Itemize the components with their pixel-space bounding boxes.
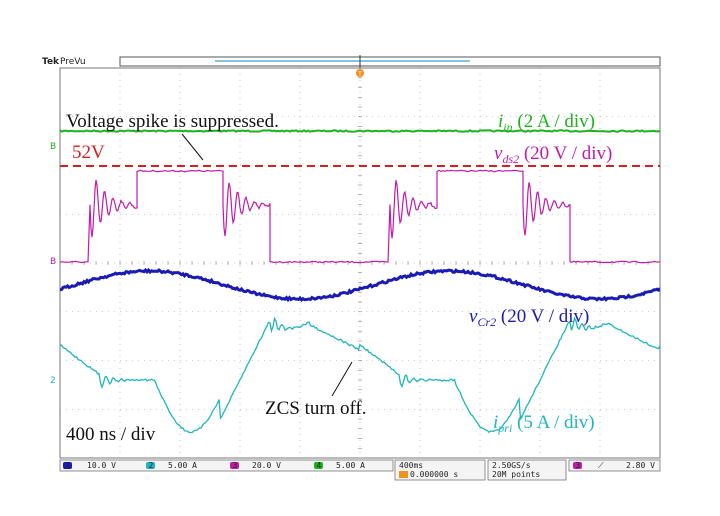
marker-ch-b1: B — [50, 142, 56, 152]
trace-v-cr2 — [60, 267, 660, 303]
record-length: 20M points — [492, 470, 540, 479]
timebase-box[interactable] — [394, 459, 486, 481]
annotation-spike-arrow — [181, 133, 204, 161]
ch4-readout[interactable]: 4 5.00 A — [314, 461, 365, 470]
ch3-readout[interactable]: 3 20.0 V — [230, 461, 281, 470]
series-label-ipri: ipri (5 A / div) — [493, 412, 595, 435]
acquisition-box[interactable] — [487, 459, 567, 481]
channel-readout-box — [59, 459, 394, 472]
series-labels: iin (2 A / div) vds2 (20 V / div) vCr2 (… — [469, 111, 612, 435]
svg-text:5.00 A: 5.00 A — [336, 461, 365, 470]
annotation-zcs-arrow — [331, 361, 353, 397]
trace-v-ds2 — [60, 169, 660, 264]
time-per-div-label: 400 ns / div — [66, 424, 156, 445]
series-label-iin: iin (2 A / div) — [498, 111, 595, 134]
traces — [60, 129, 660, 434]
header-bar: Tek PreVu T — [42, 55, 661, 78]
svg-text:2: 2 — [149, 461, 154, 470]
trigger-channel-badge — [573, 462, 582, 469]
timebase-value: 400ms — [399, 461, 423, 470]
annotation-52v: 52V — [72, 142, 105, 163]
annotation-zcs: ZCS turn off. — [265, 398, 367, 419]
status-bar: 1 10.0 V 2 5.00 A 3 20.0 V 4 5.00 A 400m… — [59, 459, 661, 481]
trigger-level: 2.80 V — [626, 461, 655, 470]
ch1-readout[interactable]: 1 10.0 V — [63, 461, 116, 470]
series-label-vds2: vds2 (20 V / div) — [494, 143, 612, 166]
delay-icon — [399, 471, 408, 478]
trigger-slope-icon: ⟋ — [598, 461, 604, 470]
trace-i-in — [60, 129, 660, 133]
record-view-bar — [119, 56, 661, 67]
svg-text:3: 3 — [233, 461, 238, 470]
svg-text:4: 4 — [317, 461, 322, 470]
svg-text:5.00 A: 5.00 A — [168, 461, 197, 470]
brand-label: Tek — [42, 57, 60, 67]
trigger-box[interactable] — [568, 459, 661, 472]
marker-ch-b2: B — [50, 257, 56, 267]
trace-i-pri — [60, 316, 660, 434]
series-label-vcr2: vCr2 (20 V / div) — [469, 306, 589, 329]
mode-label: PreVu — [60, 57, 86, 67]
ch2-readout[interactable]: 2 5.00 A — [146, 461, 197, 470]
delay-value: 0.000000 s — [410, 470, 458, 479]
svg-text:20.0 V: 20.0 V — [252, 461, 281, 470]
trigger-position-letter: T — [357, 71, 362, 78]
sample-rate: 2.50GS/s — [492, 461, 531, 470]
svg-text:1: 1 — [66, 461, 71, 470]
channel-markers: B B 2 — [50, 142, 56, 386]
trigger-position-marker — [356, 69, 364, 77]
svg-text:3: 3 — [576, 461, 581, 470]
annotation-spike: Voltage spike is suppressed. — [66, 111, 279, 132]
annotations: Voltage spike is suppressed. 52V ZCS tur… — [66, 111, 367, 445]
svg-text:10.0 V: 10.0 V — [87, 461, 116, 470]
marker-ch-2: 2 — [50, 376, 56, 386]
